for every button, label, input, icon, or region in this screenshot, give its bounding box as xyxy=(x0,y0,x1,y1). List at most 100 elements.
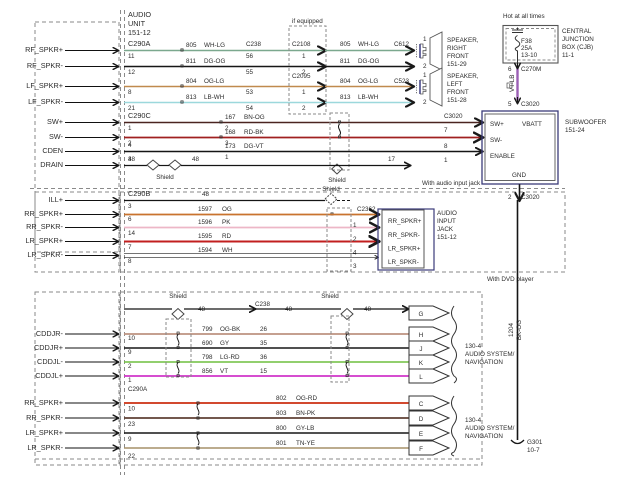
svg-text:BN-PK: BN-PK xyxy=(296,410,316,417)
svg-text:35: 35 xyxy=(260,340,268,347)
svg-text:10: 10 xyxy=(128,335,136,342)
svg-text:813: 813 xyxy=(186,94,197,101)
svg-text:With DVD player: With DVD player xyxy=(487,276,534,283)
svg-text:LF_SPKR+: LF_SPKR+ xyxy=(26,81,63,90)
svg-text:25A: 25A xyxy=(521,45,533,52)
svg-text:1: 1 xyxy=(128,125,132,132)
svg-text:1: 1 xyxy=(302,89,306,96)
svg-text:813: 813 xyxy=(340,94,351,101)
svg-text:804: 804 xyxy=(340,78,351,85)
svg-text:C2108: C2108 xyxy=(292,41,311,48)
svg-text:805: 805 xyxy=(340,41,351,48)
svg-text:1: 1 xyxy=(302,53,306,60)
svg-text:56: 56 xyxy=(246,53,254,60)
svg-text:11-1: 11-1 xyxy=(562,52,575,59)
svg-text:798: 798 xyxy=(202,354,213,361)
svg-text:if equipped: if equipped xyxy=(292,18,323,25)
svg-text:Shield: Shield xyxy=(156,174,174,181)
svg-text:151-12: 151-12 xyxy=(437,234,457,241)
svg-text:151-24: 151-24 xyxy=(565,127,585,134)
svg-text:23: 23 xyxy=(128,421,136,428)
svg-text:OG-RD: OG-RD xyxy=(296,395,317,402)
svg-text:D: D xyxy=(419,416,424,423)
svg-text:VT-LB: VT-LB xyxy=(509,75,516,93)
svg-text:17: 17 xyxy=(388,156,396,163)
svg-text:3: 3 xyxy=(353,263,357,270)
svg-text:L: L xyxy=(419,374,423,381)
svg-text:OG: OG xyxy=(222,206,232,213)
svg-text:7: 7 xyxy=(128,244,132,251)
svg-text:130-4: 130-4 xyxy=(465,343,482,350)
svg-text:LR_SPKR-: LR_SPKR- xyxy=(388,259,419,266)
svg-text:RR_SPKR+: RR_SPKR+ xyxy=(24,398,63,407)
svg-text:RR_SPKR+: RR_SPKR+ xyxy=(388,218,422,225)
svg-text:C270M: C270M xyxy=(521,66,541,73)
svg-text:48: 48 xyxy=(128,156,136,163)
svg-text:RR_SPKR-: RR_SPKR- xyxy=(26,413,63,422)
svg-text:LR_SPKR+: LR_SPKR+ xyxy=(388,246,421,253)
svg-text:13-10: 13-10 xyxy=(521,52,538,59)
svg-text:CDDJR-: CDDJR- xyxy=(36,329,64,338)
svg-text:10: 10 xyxy=(128,406,136,413)
svg-text:2: 2 xyxy=(423,63,427,70)
svg-text:801: 801 xyxy=(276,440,287,447)
svg-text:NAVIGATION: NAVIGATION xyxy=(465,359,503,366)
svg-text:9: 9 xyxy=(128,436,132,443)
svg-text:168: 168 xyxy=(225,129,236,136)
svg-text:LR_SPKR-: LR_SPKR- xyxy=(27,250,63,259)
svg-text:C2362: C2362 xyxy=(357,206,376,213)
svg-text:811: 811 xyxy=(186,58,197,65)
svg-text:F38: F38 xyxy=(521,38,532,45)
svg-text:1: 1 xyxy=(353,222,357,229)
svg-text:C290A: C290A xyxy=(128,386,148,393)
svg-text:DG-VT: DG-VT xyxy=(244,143,264,150)
svg-text:Shield: Shield xyxy=(322,186,340,193)
svg-text:811: 811 xyxy=(340,58,351,65)
svg-text:173: 173 xyxy=(225,143,236,150)
svg-text:LR_SPKR+: LR_SPKR+ xyxy=(25,236,63,245)
svg-text:9: 9 xyxy=(128,349,132,356)
svg-text:SPEAKER,: SPEAKER, xyxy=(447,73,479,80)
svg-text:803: 803 xyxy=(276,410,287,417)
svg-text:G301: G301 xyxy=(527,439,543,446)
svg-text:804: 804 xyxy=(186,78,197,85)
svg-text:2: 2 xyxy=(128,363,132,370)
svg-text:CDDJL-: CDDJL- xyxy=(37,357,64,366)
svg-text:JACK: JACK xyxy=(437,226,454,233)
svg-text:2: 2 xyxy=(353,236,357,243)
svg-text:6: 6 xyxy=(508,66,512,73)
svg-text:C3020: C3020 xyxy=(521,101,540,108)
svg-text:RD: RD xyxy=(222,233,232,240)
svg-text:C523: C523 xyxy=(394,78,410,85)
svg-text:VBATT: VBATT xyxy=(522,121,542,128)
svg-text:800: 800 xyxy=(276,425,287,432)
svg-text:151-12: 151-12 xyxy=(128,28,151,37)
svg-text:Shield: Shield xyxy=(321,293,339,300)
svg-text:1: 1 xyxy=(423,72,427,79)
svg-text:SUBWOOFER: SUBWOOFER xyxy=(565,119,607,126)
svg-text:1595: 1595 xyxy=(198,233,213,240)
svg-text:C3020: C3020 xyxy=(444,113,463,120)
svg-text:AUDIO SYSTEM/: AUDIO SYSTEM/ xyxy=(465,425,515,432)
svg-text:G: G xyxy=(419,311,424,318)
svg-text:VT: VT xyxy=(220,368,228,375)
svg-text:11: 11 xyxy=(128,53,135,60)
svg-text:8: 8 xyxy=(444,143,448,150)
svg-text:BN-OG: BN-OG xyxy=(244,114,265,121)
svg-text:C238: C238 xyxy=(246,41,262,48)
svg-text:AUDIO SYSTEM/: AUDIO SYSTEM/ xyxy=(465,351,515,358)
svg-text:ENABLE: ENABLE xyxy=(490,153,515,160)
svg-text:53: 53 xyxy=(246,89,254,96)
svg-text:J: J xyxy=(419,346,422,353)
svg-text:RF_SPKR-: RF_SPKR- xyxy=(27,61,64,70)
svg-text:DRAIN: DRAIN xyxy=(40,160,63,169)
svg-text:OG-BK: OG-BK xyxy=(220,326,241,333)
svg-text:48: 48 xyxy=(202,191,210,198)
svg-text:LG-RD: LG-RD xyxy=(220,354,240,361)
svg-text:3: 3 xyxy=(128,203,132,210)
svg-text:JUNCTION: JUNCTION xyxy=(562,36,594,43)
svg-text:8: 8 xyxy=(128,258,132,265)
svg-text:CENTRAL: CENTRAL xyxy=(562,28,592,35)
svg-text:WH-LG: WH-LG xyxy=(204,42,225,49)
svg-text:1597: 1597 xyxy=(198,206,213,213)
